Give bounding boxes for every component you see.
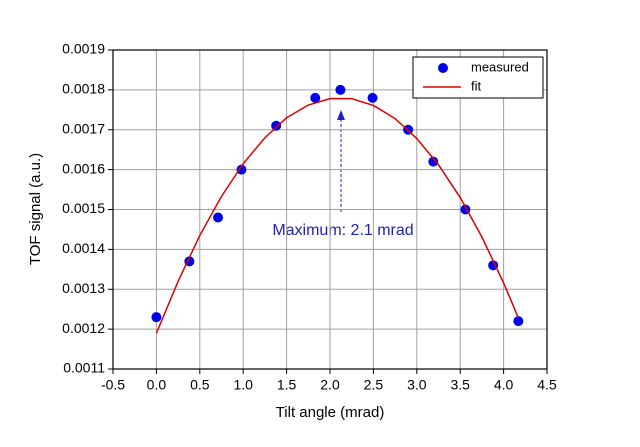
data-point: [213, 212, 224, 223]
y-tick-label: 0.0017: [62, 120, 105, 136]
fit-line: [155, 97, 520, 334]
y-tick-label: 0.0012: [62, 320, 105, 336]
data-point: [335, 84, 346, 95]
legend-label: measured: [471, 59, 529, 74]
data-point: [367, 92, 378, 103]
x-tick-label: 0.5: [190, 377, 210, 393]
x-tick-label: 4.5: [537, 377, 557, 393]
data-point: [513, 316, 524, 327]
x-tick-label: 2.0: [320, 377, 340, 393]
x-tick-label: 3.5: [450, 377, 470, 393]
plot-frame: [112, 49, 548, 370]
legend-label: fit: [471, 78, 482, 93]
data-point: [271, 120, 282, 131]
y-tick-label: 0.0019: [62, 41, 105, 57]
y-axis-label: TOF signal (a.u.): [27, 153, 44, 265]
x-tick-label: 4.0: [494, 377, 514, 393]
x-axis-label: Tilt angle (mrad): [276, 404, 385, 421]
y-tick-label: 0.0013: [62, 280, 105, 296]
x-tick-label: 1.0: [233, 377, 253, 393]
y-tick-label: 0.0018: [62, 81, 105, 97]
annotation-arrowhead: [337, 110, 345, 120]
legend-marker: [438, 63, 448, 73]
x-tick-label: 2.5: [364, 377, 384, 393]
x-tick-label: -0.5: [101, 377, 125, 393]
y-tick-label: 0.0014: [62, 240, 105, 256]
x-tick-label: 0.0: [147, 377, 167, 393]
y-tick-label: 0.0015: [62, 200, 105, 216]
data-point: [310, 92, 321, 103]
x-tick-label: 1.5: [277, 377, 297, 393]
data-point: [236, 164, 247, 175]
data-point: [151, 312, 162, 323]
annotation: Maximum: 2.1 mrad: [272, 222, 413, 239]
x-tick-label: 3.0: [407, 377, 427, 393]
legend-box: [412, 56, 544, 99]
y-tick-label: 0.0016: [62, 160, 105, 176]
y-tick-label: 0.0011: [63, 360, 105, 376]
data-point: [428, 156, 439, 167]
